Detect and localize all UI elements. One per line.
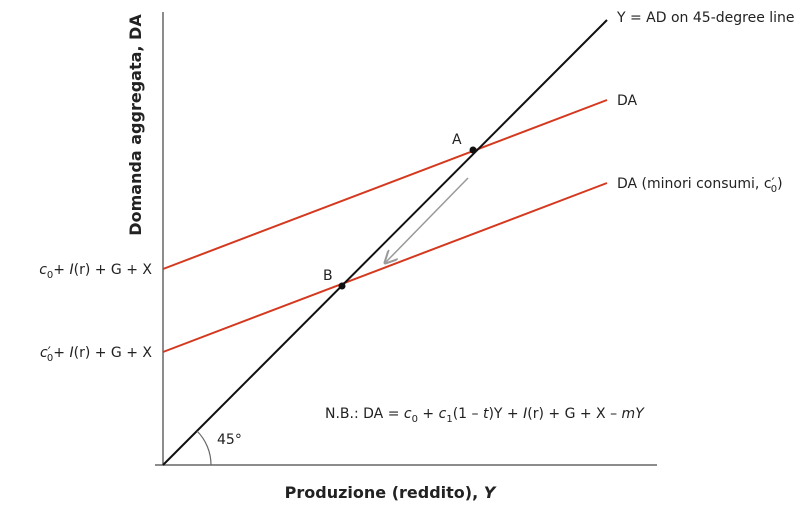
label-part: +: [53, 345, 69, 361]
da-label: DA: [617, 93, 638, 109]
label-part: I: [69, 262, 73, 278]
identity-line: [162, 19, 608, 466]
point-a-label: A: [452, 132, 462, 148]
label-part: I: [69, 345, 73, 361]
label-part: c: [39, 262, 47, 278]
identity-label: Y = AD on 45-degree line: [616, 10, 795, 26]
label-part: ′: [48, 345, 51, 361]
y-axis-title: Domanda aggregata, DA: [126, 14, 145, 236]
note-part: (r) + G + X –: [527, 406, 621, 422]
note-part: )Y +: [488, 406, 523, 422]
title-part: Produzione (reddito),: [285, 483, 484, 502]
da-line: [162, 99, 608, 270]
label-part: +: [53, 262, 69, 278]
point-b-label: B: [323, 268, 333, 284]
intercept-high: c0+ I(r) + G + X: [39, 262, 152, 281]
angle-arc: [196, 430, 212, 466]
note-part: c: [439, 406, 447, 422]
note-part: +: [418, 406, 439, 422]
shift-arrow: [386, 177, 469, 262]
da-low-label: DA (minori consumi, c′0): [617, 176, 783, 195]
note-part: 1: [446, 414, 452, 425]
label-part: (r) + G + X: [74, 345, 153, 361]
note-part: 0: [412, 414, 418, 425]
note-part: N.B.: DA =: [325, 406, 404, 422]
intercept-low: c′0+ I(r) + G + X: [40, 345, 152, 364]
note: N.B.: DA = c0 + c1(1 – t)Y + I(r) + G + …: [325, 406, 645, 425]
label-part: 0: [47, 270, 53, 281]
angle-label: 45°: [217, 432, 242, 448]
note-part: Y: [635, 406, 645, 422]
note-part: (1 –: [453, 406, 483, 422]
note-part: c: [404, 406, 412, 422]
note-part: m: [622, 406, 636, 422]
x-axis-title: Produzione (reddito), Y: [285, 483, 497, 502]
label-part: 0: [771, 184, 777, 195]
label-part: DA (minori consumi, c: [617, 176, 772, 192]
label-part: (r) + G + X: [74, 262, 153, 278]
label-part: ′: [772, 176, 775, 192]
label-part: 0: [47, 353, 53, 364]
title-part: Y: [484, 483, 497, 502]
note-part: t: [483, 406, 489, 422]
label-part: c: [40, 345, 48, 361]
point-a: [469, 146, 477, 154]
label-part: ): [777, 176, 782, 192]
note-part: I: [523, 406, 527, 422]
da-low-line: [162, 182, 608, 353]
point-b: [338, 282, 346, 290]
